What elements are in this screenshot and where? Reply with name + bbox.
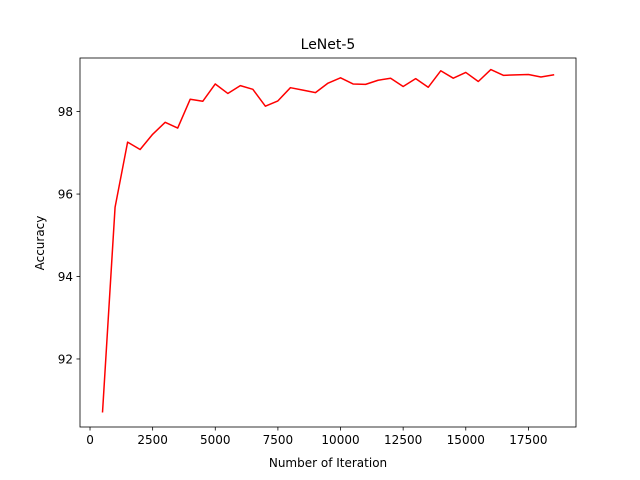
x-tick-label: 10000 xyxy=(321,433,359,447)
x-axis-ticks: 0 2500 5000 7500 10000 12500 15000 17500 xyxy=(86,427,547,447)
x-tick-label: 17500 xyxy=(509,433,547,447)
x-axis-label: Number of Iteration xyxy=(269,456,387,470)
series-line-0 xyxy=(101,68,555,413)
plot-frame xyxy=(79,57,577,428)
x-tick-label: 2500 xyxy=(137,433,168,447)
plot-area xyxy=(79,57,577,428)
x-tick-label: 5000 xyxy=(200,433,231,447)
y-axis-label: Accuracy xyxy=(33,216,47,271)
x-tick-label: 7500 xyxy=(263,433,294,447)
x-tick-label: 15000 xyxy=(447,433,485,447)
x-tick-label: 0 xyxy=(86,433,94,447)
chart-title: LeNet-5 xyxy=(301,37,356,53)
x-tick-label: 12500 xyxy=(384,433,422,447)
y-tick-label: 94 xyxy=(58,270,73,284)
y-tick-label: 96 xyxy=(58,188,73,202)
y-axis-ticks: 92 94 96 98 xyxy=(58,105,80,366)
y-tick-label: 98 xyxy=(58,105,73,119)
y-tick-label: 92 xyxy=(58,352,73,366)
